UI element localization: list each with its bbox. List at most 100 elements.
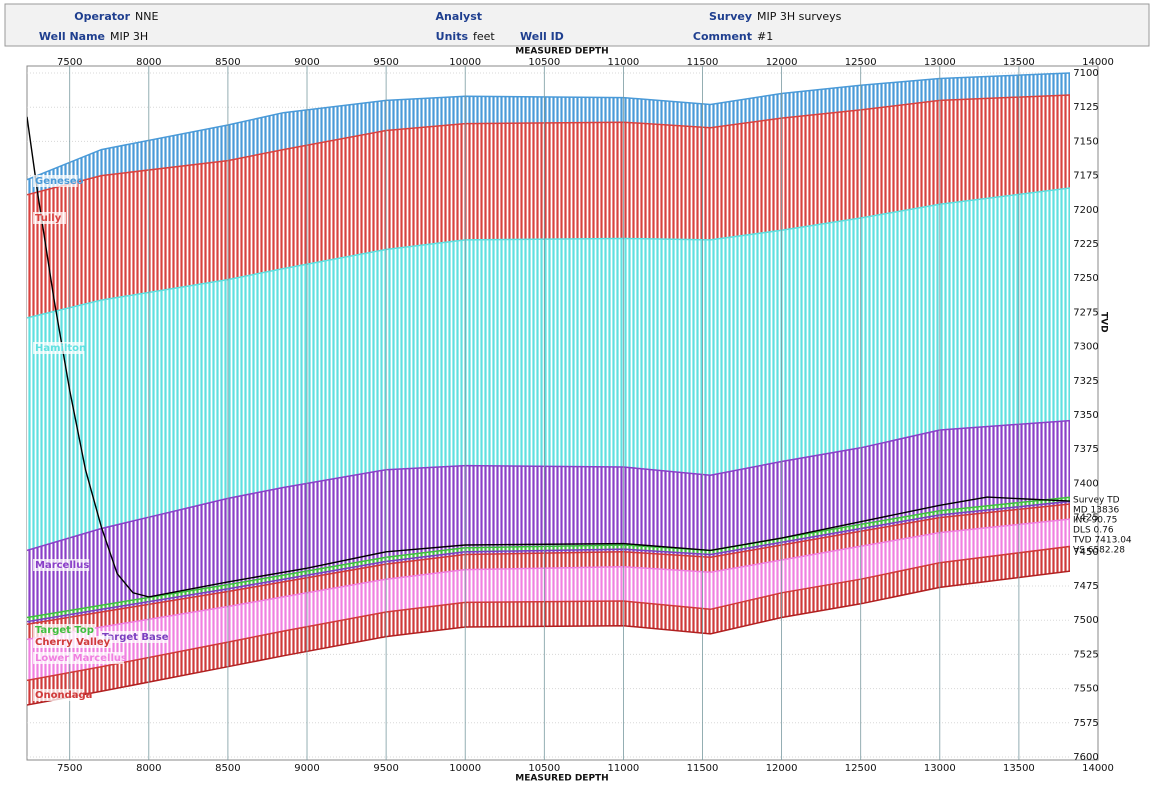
x-tick-label-top: 13000: [924, 57, 956, 68]
y-tick-label: 7250: [1073, 273, 1098, 284]
formation-fill: [27, 519, 1070, 681]
formation-label: Hamilton: [35, 343, 86, 354]
formation-fill: [27, 188, 1070, 551]
x-tick-label-top: 11500: [687, 57, 719, 68]
header-value: feet: [473, 30, 495, 43]
x-tick-label-bottom: 12500: [845, 763, 877, 774]
formation-fill: [27, 504, 1070, 640]
x-tick-label-bottom: 7500: [57, 763, 82, 774]
x-tick-label-top: 9500: [373, 57, 398, 68]
y-axis-title: TVD: [1099, 312, 1109, 333]
formation-label-bg: [33, 689, 84, 701]
y-tick-label: 7300: [1073, 342, 1098, 353]
y-tick-label: 7325: [1073, 376, 1098, 387]
formation-label: Lower Marcellus: [35, 653, 127, 664]
x-tick-label-bottom: 8000: [136, 763, 161, 774]
y-tick-label: 7475: [1073, 581, 1098, 592]
y-tick-label: 7400: [1073, 478, 1098, 489]
x-tick-label-bottom: 13500: [1003, 763, 1035, 774]
formation-label: Cherry Valley: [35, 637, 111, 648]
x-tick-label-bottom: 10000: [449, 763, 481, 774]
x-tick-label-bottom: 13000: [924, 763, 956, 774]
y-tick-label: 7175: [1073, 171, 1098, 182]
plot-area: [27, 66, 1070, 760]
header-value: NNE: [135, 10, 158, 23]
formation-fill: [27, 501, 1070, 625]
x-tick-label-top: 13500: [1003, 57, 1035, 68]
x-tick-label-top: 10500: [528, 57, 560, 68]
formation-label: Target Base: [102, 632, 169, 643]
formation-label: Geneseo: [35, 176, 84, 187]
y-tick-label: 7100: [1073, 68, 1098, 79]
header-label: Analyst: [435, 10, 482, 23]
x-tick-label-bottom: 11500: [687, 763, 719, 774]
x-tick-label-top: 14000: [1082, 57, 1114, 68]
formation-label-bg: [33, 652, 124, 664]
x-tick-label-bottom: 9000: [294, 763, 319, 774]
y-tick-label: 7575: [1073, 718, 1098, 729]
survey-annotation: Survey TD: [1073, 496, 1120, 506]
header-value: #1: [757, 30, 773, 43]
x-tick-label-top: 8000: [136, 57, 161, 68]
y-tick-label: 7500: [1073, 615, 1098, 626]
y-tick-label: 7125: [1073, 102, 1098, 113]
y-tick-label: 7200: [1073, 205, 1098, 216]
y-tick-label: 7425: [1073, 513, 1098, 524]
y-tick-label: 7350: [1073, 410, 1098, 421]
x-tick-label-top: 8500: [215, 57, 240, 68]
survey-annotation: DLS 0.76: [1073, 526, 1114, 536]
y-tick-label: 7150: [1073, 136, 1098, 147]
survey-annotation: MD 13836: [1073, 506, 1119, 516]
x-tick-label-bottom: 11000: [607, 763, 639, 774]
x-axis-title-top: MEASURED DEPTH: [515, 47, 608, 57]
survey-annotation: VS 6582.28: [1073, 546, 1125, 556]
formation-label-bg: [33, 559, 90, 571]
header-label: Units: [436, 30, 469, 43]
x-tick-label-top: 11000: [607, 57, 639, 68]
formation-label: Tully: [35, 213, 62, 224]
y-tick-label: 7525: [1073, 649, 1098, 660]
header-box: [4, 3, 1150, 47]
x-tick-label-top: 12000: [766, 57, 798, 68]
y-tick-label: 7225: [1073, 239, 1098, 250]
header-label: Well ID: [520, 30, 564, 43]
formation-fill: [27, 73, 1070, 195]
survey-annotation: TVD 7413.04: [1072, 536, 1132, 546]
formation-label-bg: [33, 342, 84, 354]
y-tick-label: 7375: [1073, 444, 1098, 455]
header-label: Comment: [693, 30, 752, 43]
x-tick-label-bottom: 10500: [528, 763, 560, 774]
y-tick-label: 7275: [1073, 307, 1098, 318]
formation-label: Marcellus: [35, 560, 89, 571]
formation-fill: [27, 497, 1070, 622]
x-tick-label-top: 9000: [294, 57, 319, 68]
well-path: [27, 116, 1070, 598]
header-value: MIP 3H surveys: [757, 10, 842, 23]
survey-annotation: INC 90.75: [1073, 516, 1117, 526]
header-label: Operator: [74, 10, 130, 23]
y-tick-label: 7450: [1073, 547, 1098, 558]
formation-label: Onondaga: [35, 690, 92, 701]
formation-fill: [27, 94, 1070, 318]
x-tick-label-bottom: 9500: [373, 763, 398, 774]
formation-label: Target Top: [35, 625, 94, 636]
header-label: Well Name: [39, 30, 105, 43]
formation-label-bg: [33, 624, 95, 636]
header-label: Survey: [709, 10, 752, 23]
x-tick-label-top: 7500: [57, 57, 82, 68]
y-tick-label: 7550: [1073, 684, 1098, 695]
formation-label-bg: [33, 175, 78, 187]
x-tick-label-bottom: 8500: [215, 763, 240, 774]
y-tick-label: 7600: [1073, 752, 1098, 763]
x-tick-label-bottom: 12000: [766, 763, 798, 774]
formation-fill: [27, 420, 1070, 618]
header-value: MIP 3H: [110, 30, 148, 43]
x-tick-label-bottom: 14000: [1082, 763, 1114, 774]
formation-label-bg: [33, 212, 66, 224]
x-tick-label-top: 10000: [449, 57, 481, 68]
x-tick-label-top: 12500: [845, 57, 877, 68]
x-axis-title-bottom: MEASURED DEPTH: [515, 774, 608, 784]
formation-label-bg: [33, 636, 113, 648]
